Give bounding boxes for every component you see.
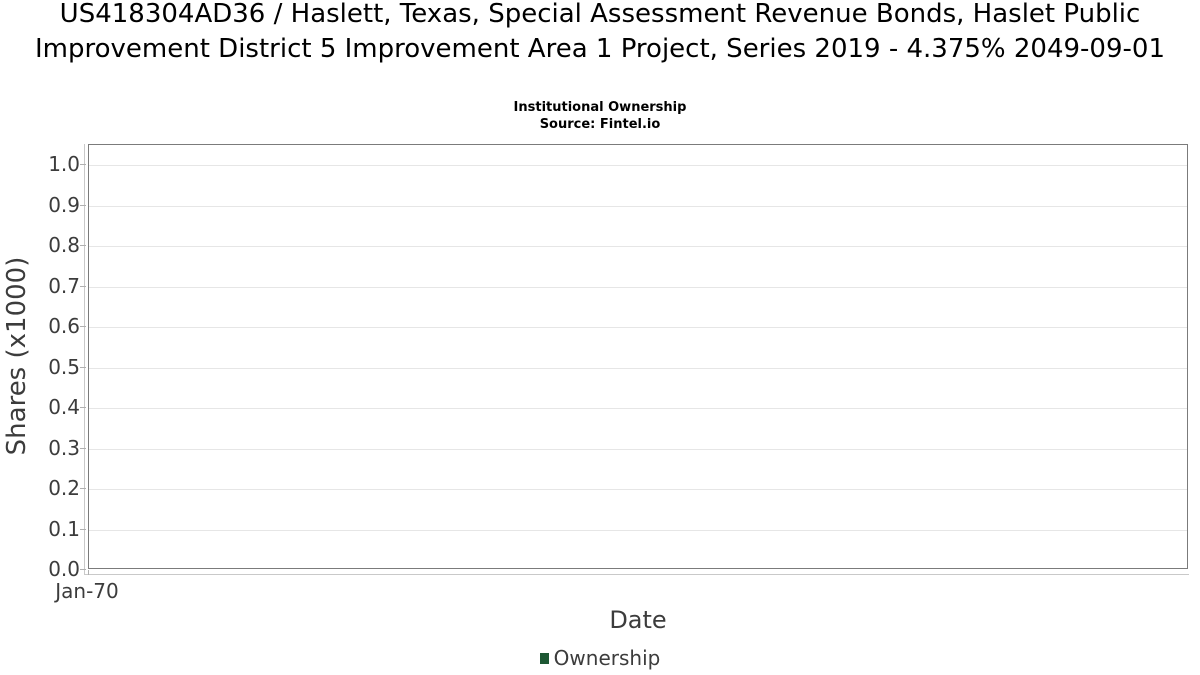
y-tick-mark bbox=[80, 285, 86, 287]
legend: Ownership bbox=[0, 646, 1200, 670]
y-tick-label: 0.8 bbox=[48, 233, 80, 258]
x-axis-title: Date bbox=[609, 606, 667, 634]
chart-title: US418304AD36 / Haslett, Texas, Special A… bbox=[35, 0, 1165, 64]
y-tick-label: 0.4 bbox=[48, 395, 80, 420]
gridline bbox=[89, 165, 1187, 167]
gridline bbox=[89, 408, 1187, 410]
y-tick-mark bbox=[80, 164, 86, 166]
y-tick-mark bbox=[80, 326, 86, 328]
gridline bbox=[89, 448, 1187, 450]
y-tick-mark bbox=[80, 447, 86, 449]
y-tick-mark bbox=[80, 245, 86, 247]
gridline bbox=[89, 246, 1187, 248]
gridline bbox=[89, 286, 1187, 288]
gridline bbox=[89, 367, 1187, 369]
y-tick-mark bbox=[80, 528, 86, 530]
y-tick-mark bbox=[80, 488, 86, 490]
plot-area bbox=[88, 144, 1188, 569]
chart-subtitle: Institutional Ownership bbox=[513, 100, 687, 115]
gridline bbox=[89, 205, 1187, 207]
y-axis-offset-line bbox=[84, 144, 85, 575]
gridline bbox=[89, 327, 1187, 329]
x-tick-mark bbox=[88, 570, 89, 575]
y-tick-label: 0.2 bbox=[48, 476, 80, 501]
y-tick-label: 1.0 bbox=[48, 152, 80, 177]
y-tick-mark bbox=[80, 569, 86, 570]
y-tick-label: 0.6 bbox=[48, 314, 80, 339]
y-tick-label: 0.3 bbox=[48, 435, 80, 460]
x-tick-label: Jan-70 bbox=[55, 579, 119, 603]
gridline bbox=[89, 489, 1187, 491]
source-attribution: Source: Fintel.io bbox=[539, 117, 661, 132]
y-tick-label: 0.7 bbox=[48, 273, 80, 298]
legend-label-ownership: Ownership bbox=[553, 646, 661, 670]
y-tick-label: 0.5 bbox=[48, 354, 80, 379]
y-tick-mark bbox=[80, 366, 86, 368]
y-tick-label: 0.9 bbox=[48, 192, 80, 217]
y-tick-mark bbox=[80, 407, 86, 409]
legend-marker-ownership bbox=[539, 652, 549, 664]
y-tick-mark bbox=[80, 204, 86, 206]
y-tick-label: 0.1 bbox=[48, 516, 80, 541]
gridline bbox=[89, 529, 1187, 531]
x-axis-offset-line bbox=[84, 574, 1189, 575]
y-tick-label: 0.0 bbox=[48, 557, 80, 581]
